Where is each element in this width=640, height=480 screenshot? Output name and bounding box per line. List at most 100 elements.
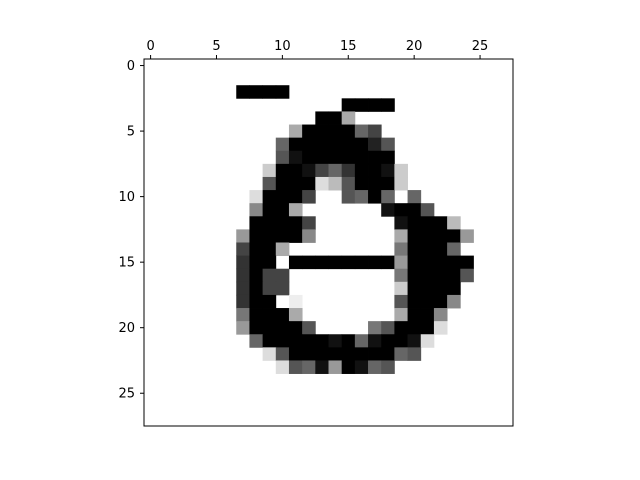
pixel-cell: [262, 216, 277, 230]
pixel-cell: [433, 255, 448, 270]
pixel-cell: [315, 176, 329, 191]
pixel-cell: [236, 268, 250, 283]
pixel-cell: [368, 360, 382, 374]
pixel-cell: [302, 124, 316, 139]
pixel-cell: [368, 347, 382, 361]
pixel-cell: [328, 150, 343, 165]
pixel-cell: [381, 347, 395, 361]
pixel-cell: [275, 137, 290, 152]
pixel-cell: [433, 321, 448, 335]
pixel-cell: [407, 190, 422, 204]
pixel-cell: [315, 255, 329, 270]
pixel-cell: [381, 190, 395, 204]
x-axis-top: 0 5 10 15 20 25: [146, 39, 488, 59]
pixel-grid: [236, 85, 474, 374]
pixel-cell: [447, 268, 461, 283]
pixel-cell: [262, 308, 277, 322]
pixel-cell: [236, 321, 250, 335]
pixel-cell: [315, 124, 329, 139]
pixel-cell: [236, 85, 250, 99]
pixel-cell: [315, 150, 329, 165]
pixel-cell: [262, 176, 277, 191]
pixel-cell: [420, 242, 435, 257]
pixel-cell: [433, 294, 448, 309]
pixel-cell: [249, 229, 264, 243]
pixel-cell: [288, 203, 303, 217]
pixel-cell: [288, 137, 303, 152]
pixel-cell: [447, 229, 461, 243]
pixel-cell: [433, 216, 448, 230]
pixel-cell: [302, 255, 316, 270]
pixel-cell: [262, 294, 277, 309]
pixel-cell: [236, 281, 250, 296]
pixel-cell: [236, 229, 250, 243]
pixel-cell: [249, 308, 264, 322]
pixel-cell: [249, 242, 264, 257]
pixel-cell: [249, 190, 264, 204]
pixel-cell: [368, 150, 382, 165]
pixel-cell: [288, 255, 303, 270]
pixel-cell: [236, 242, 250, 257]
pixel-cell: [275, 281, 290, 296]
pixel-cell: [447, 294, 461, 309]
pixel-cell: [302, 360, 316, 374]
pixel-cell: [262, 85, 277, 99]
pixel-cell: [302, 216, 316, 230]
pixel-cell: [354, 190, 369, 204]
y-tick-label: 5: [127, 125, 135, 140]
pixel-cell: [328, 176, 343, 191]
pixel-cell: [354, 98, 369, 112]
pixel-cell: [394, 255, 408, 270]
pixel-cell: [275, 85, 290, 99]
pixel-cell: [288, 360, 303, 374]
pixel-cell: [447, 216, 461, 230]
pixel-cell: [262, 255, 277, 270]
pixel-cell: [381, 334, 395, 348]
pixel-cell: [447, 281, 461, 296]
pixel-cell: [288, 294, 303, 309]
pixel-cell: [407, 294, 422, 309]
pixel-cell: [368, 163, 382, 178]
x-tick-label: 25: [472, 39, 489, 54]
pixel-cell: [407, 268, 422, 283]
pixel-cell: [328, 137, 343, 152]
pixel-cell: [328, 111, 343, 125]
pixel-cell: [420, 281, 435, 296]
pixel-cell: [407, 242, 422, 257]
pixel-cell: [288, 347, 303, 361]
pixel-cell: [302, 229, 316, 243]
pixel-cell: [315, 360, 329, 374]
x-tick-label: 0: [146, 39, 154, 54]
pixel-cell: [275, 229, 290, 243]
pixel-cell: [420, 321, 435, 335]
pixel-cell: [354, 137, 369, 152]
pixel-cell: [302, 347, 316, 361]
pixel-cell: [275, 268, 290, 283]
pixel-cell: [460, 255, 474, 270]
pixel-cell: [394, 203, 408, 217]
pixel-cell: [315, 334, 329, 348]
pixel-cell: [381, 98, 395, 112]
pixel-cell: [407, 347, 422, 361]
pixel-cell: [262, 242, 277, 257]
pixel-cell: [341, 137, 356, 152]
pixel-cell: [354, 176, 369, 191]
pixel-cell: [447, 255, 461, 270]
pixel-cell: [288, 150, 303, 165]
pixel-cell: [249, 203, 264, 217]
pixel-cell: [315, 137, 329, 152]
pixel-cell: [288, 124, 303, 139]
pixel-cell: [420, 294, 435, 309]
y-tick-label: 15: [118, 256, 135, 271]
pixel-cell: [275, 176, 290, 191]
pixel-cell: [407, 216, 422, 230]
pixel-cell: [288, 216, 303, 230]
pixel-cell: [394, 216, 408, 230]
pixel-cell: [381, 163, 395, 178]
pixel-cell: [341, 124, 356, 139]
pixel-cell: [302, 190, 316, 204]
pixel-cell: [315, 111, 329, 125]
pixel-cell: [420, 216, 435, 230]
pixel-cell: [236, 255, 250, 270]
